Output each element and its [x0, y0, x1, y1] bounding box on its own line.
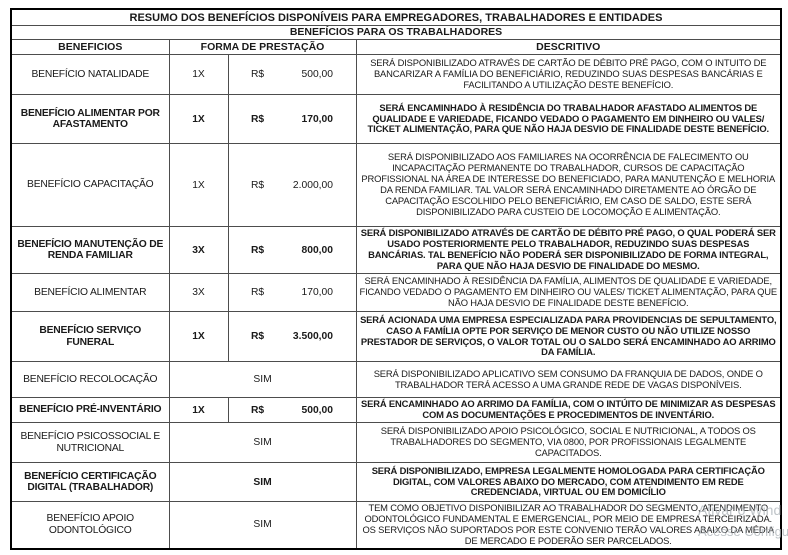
table-row: BENEFÍCIO PRÉ-INVENTÁRIO 1X R$ 500,00 SERÁ E… [10, 397, 782, 423]
currency-symbol: R$ [251, 331, 265, 342]
benefit-value: R$ 800,00 [227, 226, 357, 274]
table-row: BENEFÍCIO CAPACITAÇÃO 1X R$ 2.000,00 SERÁ DI… [10, 143, 782, 227]
benefit-description: SERÁ ENCAMINHADO À RESIDÊNCIA DO TRABALH… [355, 94, 782, 144]
benefit-value: R$ 500,00 [227, 54, 357, 95]
table-row: BENEFÍCIO SERVIÇO FUNERAL 1X R$ 3.500,00 SER… [10, 311, 782, 362]
benefit-name: BENEFÍCIO PSICOSSOCIAL E NUTRICIONAL [10, 422, 170, 463]
benefit-frequency: 1X [168, 54, 229, 95]
benefit-name: BENEFÍCIO ALIMENTAR POR AFASTAMENTO [10, 94, 170, 144]
column-header-row: BENEFICIOS FORMA DE PRESTAÇÃO DESCRITIVO [10, 39, 782, 55]
benefit-provided-flag: SIM [168, 462, 357, 502]
column-header-descritivo: DESCRITIVO [355, 39, 782, 55]
currency-symbol: R$ [251, 287, 265, 298]
benefit-frequency: 1X [168, 94, 229, 144]
amount: 3.500,00 [292, 331, 333, 342]
table-title-row: RESUMO DOS BENEFÍCIOS DISPONÍVEIS PARA E… [10, 8, 782, 26]
benefit-description: SERÁ DISPONIBILIZADO APOIO PSICOLÓGICO, … [355, 422, 782, 463]
benefit-name: BENEFÍCIO CAPACITAÇÃO [10, 143, 170, 227]
benefit-value: R$ 3.500,00 [227, 311, 357, 362]
benefit-description: SERÁ DISPONIBILIZADO ATRAVÉS DE CARTÃO D… [355, 54, 782, 95]
currency-symbol: R$ [251, 244, 265, 256]
benefit-name: BENEFÍCIO APOIO ODONTOLÓGICO [10, 500, 170, 550]
amount: 500,00 [301, 69, 334, 80]
document-page: RESUMO DOS BENEFÍCIOS DISPONÍVEIS PARA E… [10, 8, 783, 550]
table-row: BENEFÍCIO MANUTENÇÃO DE RENDA FAMILIAR 3X… [10, 226, 782, 274]
table-row: BENEFÍCIO CERTIFICAÇÃO DIGITAL (TRABALHA… [10, 462, 782, 502]
amount: 170,00 [301, 287, 334, 298]
column-header-beneficios: BENEFICIOS [10, 39, 170, 55]
table-subtitle-row: BENEFÍCIOS PARA OS TRABALHADORES [10, 25, 782, 40]
benefit-name: BENEFÍCIO SERVIÇO FUNERAL [10, 311, 170, 362]
benefit-frequency: 3X [168, 226, 229, 274]
table-row: BENEFÍCIO RECOLOCAÇÃO SIM SERÁ DISPONIBILI… [10, 361, 782, 398]
benefit-frequency: 3X [168, 273, 229, 312]
benefit-frequency: 1X [168, 143, 229, 227]
benefit-value: R$ 500,00 [227, 397, 357, 423]
table-row: BENEFÍCIO ALIMENTAR POR AFASTAMENTO 1X R$ 1… [10, 94, 782, 144]
benefit-value: R$ 2.000,00 [227, 143, 357, 227]
benefit-provided-flag: SIM [168, 500, 357, 550]
table-row: BENEFÍCIO NATALIDADE 1X R$ 500,00 SERÁ DISPO… [10, 54, 782, 95]
table-row: BENEFÍCIO ALIMENTAR 3X R$ 170,00 SERÁ ENCAMI… [10, 273, 782, 312]
benefit-value: R$ 170,00 [227, 94, 357, 144]
table-title: RESUMO DOS BENEFÍCIOS DISPONÍVEIS PARA E… [10, 8, 782, 26]
column-header-forma-de-prestacao: FORMA DE PRESTAÇÃO [168, 39, 357, 55]
benefit-frequency: 1X [168, 311, 229, 362]
benefit-name: BENEFÍCIO MANUTENÇÃO DE RENDA FAMILIAR [10, 226, 170, 274]
benefit-description: SERÁ DISPONIBILIZADO, EMPRESA LEGALMENTE… [355, 462, 782, 502]
benefit-name: BENEFÍCIO RECOLOCAÇÃO [10, 361, 170, 398]
benefit-value: R$ 170,00 [227, 273, 357, 312]
amount: 170,00 [301, 113, 334, 125]
benefit-description: SERÁ DISPONIBILIZADO ATRAVÉS DE CARTÃO D… [355, 226, 782, 274]
benefit-description: SERÁ ACIONADA UMA EMPRESA ESPECIALIZADA … [355, 311, 782, 362]
amount: 800,00 [301, 244, 334, 256]
benefit-frequency: 1X [168, 397, 229, 423]
benefit-name: BENEFÍCIO ALIMENTAR [10, 273, 170, 312]
benefit-description: SERÁ DISPONIBILIZADO APLICATIVO SEM CONS… [355, 361, 782, 398]
benefit-name: BENEFÍCIO NATALIDADE [10, 54, 170, 95]
benefits-table: RESUMO DOS BENEFÍCIOS DISPONÍVEIS PARA E… [10, 8, 783, 550]
amount: 500,00 [301, 404, 334, 416]
currency-symbol: R$ [251, 69, 265, 80]
benefit-description: SERÁ DISPONIBILIZADO AOS FAMILIARES NA O… [355, 143, 782, 227]
table-row: BENEFÍCIO PSICOSSOCIAL E NUTRICIONAL SIM S… [10, 422, 782, 463]
table-row: BENEFÍCIO APOIO ODONTOLÓGICO SIM TEM COMO … [10, 500, 782, 550]
benefit-description: SERÁ ENCAMINHADO À RESIDÊNCIA DA FAMÍLIA… [355, 273, 782, 312]
currency-symbol: R$ [251, 404, 265, 416]
benefit-provided-flag: SIM [168, 361, 357, 398]
benefit-description: SERÁ ENCAMINHADO AO ARRIMO DA FAMÍLIA, C… [355, 397, 782, 423]
currency-symbol: R$ [251, 179, 265, 191]
benefit-provided-flag: SIM [168, 422, 357, 463]
amount: 2.000,00 [292, 179, 333, 191]
benefit-name: BENEFÍCIO CERTIFICAÇÃO DIGITAL (TRABALHA… [10, 462, 170, 502]
table-subtitle: BENEFÍCIOS PARA OS TRABALHADORES [10, 25, 782, 40]
currency-symbol: R$ [251, 113, 265, 125]
benefit-name: BENEFÍCIO PRÉ-INVENTÁRIO [10, 397, 170, 423]
benefit-description: TEM COMO OBJETIVO DISPONIBILIZAR AO TRAB… [355, 500, 782, 550]
